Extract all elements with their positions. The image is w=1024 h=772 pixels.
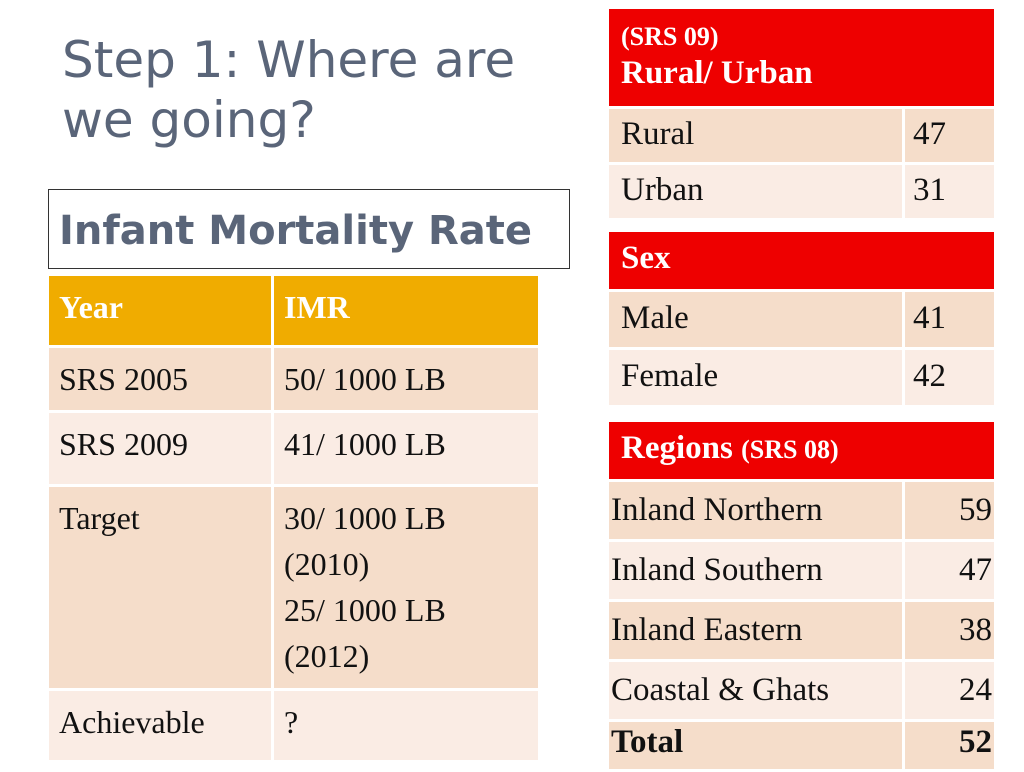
slide-title: Step 1: Where are we going? xyxy=(62,31,516,149)
regions-source: (SRS 08) xyxy=(741,435,839,464)
regions-header: Regions (SRS 08) xyxy=(605,419,998,482)
row-value: 38 xyxy=(901,599,998,662)
rural-urban-header: (SRS 09) Rural/ Urban xyxy=(605,6,998,109)
rural-urban-source: (SRS 09) xyxy=(621,22,719,51)
regions-header-row: Regions (SRS 08) xyxy=(605,419,998,482)
imr-header-year: Year xyxy=(46,273,274,348)
table-total-row: Total 52 xyxy=(606,719,998,772)
row-label: Female xyxy=(606,347,905,408)
row-label: Rural xyxy=(606,106,905,165)
row-label: Coastal & Ghats xyxy=(606,659,905,722)
slide-subtitle: Infant Mortality Rate xyxy=(59,208,532,254)
row-value: 59 xyxy=(901,479,998,542)
total-label: Total xyxy=(606,719,905,772)
rural-urban-table: (SRS 09) Rural/ Urban Rural 47 Urban 31 xyxy=(605,6,998,221)
imr-target-line: (2010) xyxy=(284,546,370,582)
row-label: Inland Northern xyxy=(606,479,905,542)
table-row: Female 42 xyxy=(606,347,997,408)
table-row: Inland Eastern 38 xyxy=(606,599,998,662)
row-value: 47 xyxy=(901,106,998,165)
table-row: Target 30/ 1000 LB (2010) 25/ 1000 LB (2… xyxy=(46,484,541,691)
table-row: Coastal & Ghats 24 xyxy=(606,659,998,722)
row-label: Urban xyxy=(606,162,905,221)
imr-target-line: 25/ 1000 LB xyxy=(284,592,446,628)
rural-urban-title: Rural/ Urban xyxy=(621,55,813,91)
row-value: 24 xyxy=(901,659,998,722)
table-row: SRS 2005 50/ 1000 LB xyxy=(46,345,541,413)
imr-value-cell: ? xyxy=(271,688,541,763)
regions-table: Regions (SRS 08) Inland Northern 59 Inla… xyxy=(605,419,998,772)
row-value: 47 xyxy=(901,539,998,602)
imr-value-cell: 41/ 1000 LB xyxy=(271,410,541,487)
row-value: 31 xyxy=(901,162,998,221)
table-row: Rural 47 xyxy=(606,106,998,165)
table-row: Male 41 xyxy=(606,289,997,350)
imr-value-cell: 30/ 1000 LB (2010) 25/ 1000 LB (2012) xyxy=(271,484,541,691)
row-value: 41 xyxy=(902,289,997,350)
subtitle-box: Infant Mortality Rate xyxy=(48,189,570,269)
row-label: Male xyxy=(606,289,905,350)
table-row: Achievable ? xyxy=(46,688,541,763)
sex-header: Sex xyxy=(606,229,997,292)
sex-header-row: Sex xyxy=(606,229,997,292)
imr-target-line: (2012) xyxy=(284,638,370,674)
table-row: Inland Southern 47 xyxy=(606,539,998,602)
imr-table: Year IMR SRS 2005 50/ 1000 LB SRS 2009 4… xyxy=(46,273,541,763)
table-row: Urban 31 xyxy=(606,162,998,221)
imr-value-cell: 50/ 1000 LB xyxy=(271,345,541,413)
row-label: Inland Eastern xyxy=(606,599,905,662)
table-row: Inland Northern 59 xyxy=(606,479,998,542)
row-value: 42 xyxy=(902,347,997,408)
imr-year-cell: SRS 2009 xyxy=(46,410,274,487)
total-value: 52 xyxy=(901,719,998,772)
sex-table: Sex Male 41 Female 42 xyxy=(606,229,997,408)
imr-year-cell: Target xyxy=(46,484,274,691)
regions-title: Regions xyxy=(621,430,733,466)
imr-header-imr: IMR xyxy=(271,273,541,348)
table-row: SRS 2009 41/ 1000 LB xyxy=(46,410,541,487)
rural-urban-header-row: (SRS 09) Rural/ Urban xyxy=(605,6,998,109)
imr-year-cell: SRS 2005 xyxy=(46,345,274,413)
imr-target-line: 30/ 1000 LB xyxy=(284,500,446,536)
imr-year-cell: Achievable xyxy=(46,688,274,763)
imr-table-header-row: Year IMR xyxy=(46,273,541,348)
row-label: Inland Southern xyxy=(606,539,905,602)
